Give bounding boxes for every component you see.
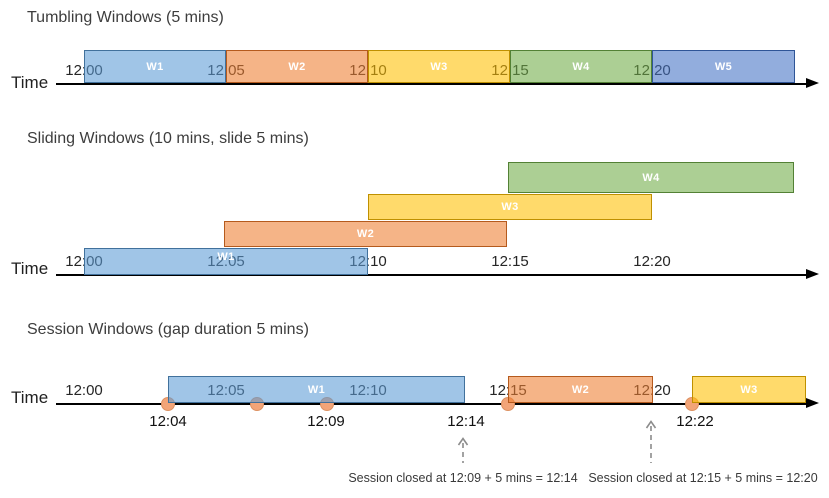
axis-tick-label: 12:00 — [65, 382, 103, 399]
section-title-sliding: Sliding Windows (10 mins, slide 5 mins) — [27, 130, 309, 147]
time-axis-line — [56, 274, 806, 276]
window-label: W3 — [501, 201, 519, 213]
window-session-w3 — [692, 376, 806, 403]
window-label: W2 — [288, 60, 306, 73]
event-time-label: 12:09 — [307, 413, 345, 430]
window-tumbling-w1 — [84, 50, 226, 83]
window-session-w2 — [508, 376, 653, 403]
callout-text: Session closed at 12:15 + 5 mins = 12:20 — [588, 471, 818, 485]
time-axis-line — [56, 403, 806, 405]
window-label: W1 — [307, 383, 326, 396]
section-title-session: Session Windows (gap duration 5 mins) — [27, 321, 309, 338]
window-sliding-w1 — [84, 248, 368, 275]
window-sliding-w2 — [224, 221, 507, 247]
window-label: W4 — [642, 171, 660, 184]
event-time-label: 12:04 — [149, 413, 187, 430]
window-label: W1 — [146, 60, 164, 73]
window-sliding-w4 — [508, 162, 794, 193]
window-label: W3 — [430, 60, 448, 73]
window-label: W1 — [217, 250, 235, 263]
window-label: W2 — [356, 228, 375, 240]
time-axis-line — [56, 83, 806, 85]
axis-arrowhead-icon — [806, 269, 819, 279]
section-title-tumbling: Tumbling Windows (5 mins) — [27, 9, 224, 26]
event-time-label: 12:14 — [447, 413, 485, 430]
time-axis-label-sliding: Time — [11, 259, 49, 278]
callout-arrow-icon — [456, 437, 470, 469]
axis-arrowhead-icon — [806, 78, 819, 88]
window-label: W3 — [740, 383, 758, 396]
window-tumbling-w4 — [510, 50, 652, 83]
time-axis-label-tumbling: Time — [11, 73, 49, 92]
window-label: W5 — [714, 60, 733, 73]
window-session-w1 — [168, 376, 465, 403]
axis-arrowhead-icon — [806, 398, 819, 408]
window-tumbling-w5 — [652, 50, 795, 83]
callout-text: Session closed at 12:09 + 5 mins = 12:14 — [348, 471, 578, 485]
window-label: W4 — [572, 60, 590, 73]
window-tumbling-w2 — [226, 50, 368, 83]
axis-tick-label: 12:15 — [491, 253, 529, 270]
window-tumbling-w3 — [368, 50, 510, 83]
callout-arrow-icon — [644, 420, 658, 469]
window-label: W2 — [571, 383, 590, 396]
event-time-label: 12:22 — [676, 413, 714, 430]
axis-tick-label: 12:20 — [633, 253, 671, 270]
time-axis-label-session: Time — [11, 388, 49, 407]
window-sliding-w3 — [368, 194, 652, 220]
